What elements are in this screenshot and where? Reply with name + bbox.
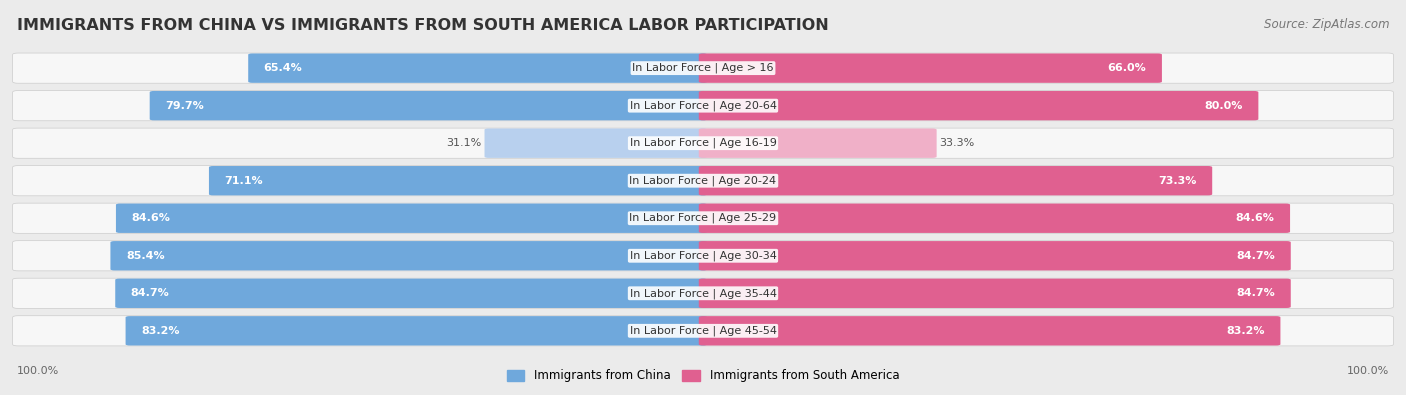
Text: IMMIGRANTS FROM CHINA VS IMMIGRANTS FROM SOUTH AMERICA LABOR PARTICIPATION: IMMIGRANTS FROM CHINA VS IMMIGRANTS FROM…: [17, 18, 828, 33]
Text: In Labor Force | Age 25-29: In Labor Force | Age 25-29: [630, 213, 776, 224]
Text: 65.4%: 65.4%: [264, 63, 302, 73]
Text: In Labor Force | Age 20-24: In Labor Force | Age 20-24: [630, 175, 776, 186]
Text: 66.0%: 66.0%: [1108, 63, 1146, 73]
FancyBboxPatch shape: [699, 53, 1161, 83]
FancyBboxPatch shape: [699, 203, 1291, 233]
FancyBboxPatch shape: [13, 316, 1393, 346]
FancyBboxPatch shape: [249, 53, 707, 83]
Text: 83.2%: 83.2%: [141, 326, 180, 336]
Text: In Labor Force | Age 45-54: In Labor Force | Age 45-54: [630, 325, 776, 336]
FancyBboxPatch shape: [699, 166, 1212, 196]
FancyBboxPatch shape: [13, 128, 1393, 158]
Legend: Immigrants from China, Immigrants from South America: Immigrants from China, Immigrants from S…: [502, 365, 904, 387]
Text: 100.0%: 100.0%: [17, 365, 59, 376]
Text: 71.1%: 71.1%: [225, 176, 263, 186]
Text: 85.4%: 85.4%: [127, 251, 165, 261]
Text: 83.2%: 83.2%: [1226, 326, 1265, 336]
FancyBboxPatch shape: [209, 166, 707, 196]
FancyBboxPatch shape: [125, 316, 707, 346]
FancyBboxPatch shape: [115, 203, 707, 233]
Text: In Labor Force | Age > 16: In Labor Force | Age > 16: [633, 63, 773, 73]
FancyBboxPatch shape: [13, 166, 1393, 196]
FancyBboxPatch shape: [13, 90, 1393, 121]
Text: 84.7%: 84.7%: [1236, 251, 1275, 261]
Text: In Labor Force | Age 20-64: In Labor Force | Age 20-64: [630, 100, 776, 111]
FancyBboxPatch shape: [699, 128, 936, 158]
Text: 33.3%: 33.3%: [939, 138, 974, 148]
FancyBboxPatch shape: [699, 316, 1281, 346]
Text: 84.6%: 84.6%: [1236, 213, 1275, 223]
Text: 84.7%: 84.7%: [131, 288, 170, 298]
FancyBboxPatch shape: [699, 241, 1291, 271]
FancyBboxPatch shape: [699, 278, 1291, 308]
Text: 100.0%: 100.0%: [1347, 365, 1389, 376]
Text: 73.3%: 73.3%: [1159, 176, 1197, 186]
Text: In Labor Force | Age 30-34: In Labor Force | Age 30-34: [630, 250, 776, 261]
FancyBboxPatch shape: [111, 241, 707, 271]
Text: 79.7%: 79.7%: [165, 101, 204, 111]
Text: 84.6%: 84.6%: [131, 213, 170, 223]
Text: In Labor Force | Age 16-19: In Labor Force | Age 16-19: [630, 138, 776, 149]
Text: In Labor Force | Age 35-44: In Labor Force | Age 35-44: [630, 288, 776, 299]
FancyBboxPatch shape: [485, 128, 707, 158]
Text: 84.7%: 84.7%: [1236, 288, 1275, 298]
FancyBboxPatch shape: [13, 278, 1393, 308]
FancyBboxPatch shape: [13, 203, 1393, 233]
FancyBboxPatch shape: [115, 278, 707, 308]
FancyBboxPatch shape: [699, 91, 1258, 120]
FancyBboxPatch shape: [13, 53, 1393, 83]
Text: 31.1%: 31.1%: [447, 138, 482, 148]
FancyBboxPatch shape: [149, 91, 707, 120]
Text: 80.0%: 80.0%: [1205, 101, 1243, 111]
FancyBboxPatch shape: [13, 241, 1393, 271]
Text: Source: ZipAtlas.com: Source: ZipAtlas.com: [1264, 18, 1389, 31]
